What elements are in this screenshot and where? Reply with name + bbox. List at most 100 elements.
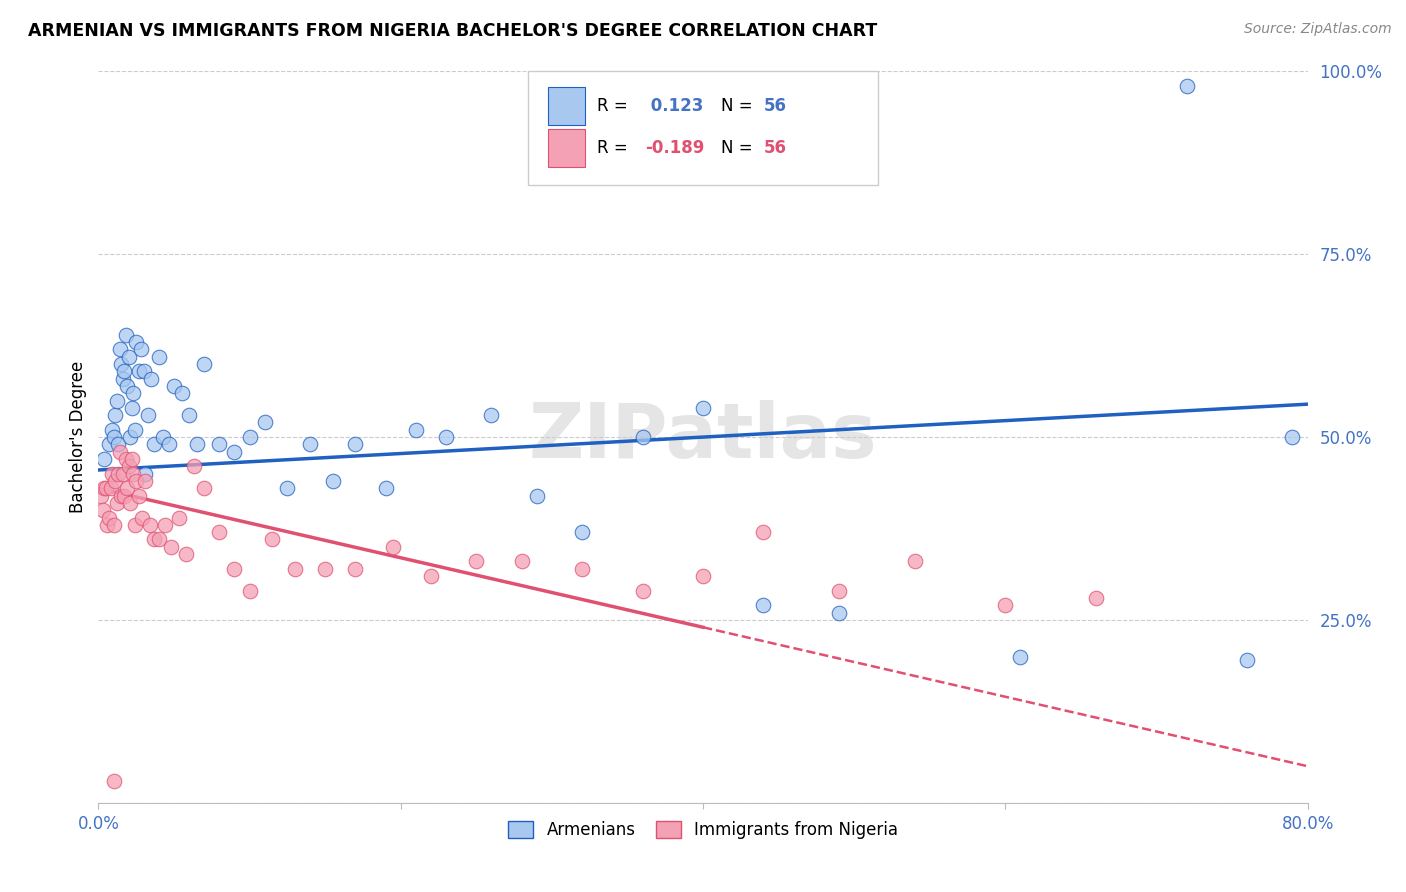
Point <box>174 547 197 561</box>
Point <box>148 533 170 547</box>
Point <box>276 481 298 495</box>
Point <box>125 334 148 349</box>
Point <box>208 525 231 540</box>
Point <box>186 437 208 451</box>
Point <box>828 606 851 620</box>
Point <box>100 481 122 495</box>
Point <box>122 467 145 481</box>
Point <box>170 386 193 401</box>
Point <box>143 533 166 547</box>
Y-axis label: Bachelor's Degree: Bachelor's Degree <box>69 361 87 513</box>
FancyBboxPatch shape <box>548 87 585 125</box>
Point <box>103 773 125 788</box>
Point <box>183 459 205 474</box>
Point <box>91 503 114 517</box>
Point <box>121 452 143 467</box>
Point <box>101 467 124 481</box>
Point <box>118 350 141 364</box>
Text: 56: 56 <box>763 139 786 157</box>
Point <box>101 423 124 437</box>
Point <box>104 474 127 488</box>
Point <box>124 423 146 437</box>
Text: ZIPatlas: ZIPatlas <box>529 401 877 474</box>
Point <box>1085 591 1108 605</box>
Point <box>152 430 174 444</box>
Point <box>107 437 129 451</box>
Text: N =: N = <box>721 139 758 157</box>
Point <box>382 540 405 554</box>
Point <box>314 562 336 576</box>
Point <box>112 364 135 378</box>
Point <box>224 562 246 576</box>
Point <box>98 437 121 451</box>
Point <box>111 371 134 385</box>
Point <box>1175 78 1198 93</box>
Point <box>132 364 155 378</box>
Point <box>526 489 548 503</box>
Point <box>510 554 533 568</box>
Point <box>118 459 141 474</box>
Point <box>98 510 121 524</box>
Point <box>631 583 654 598</box>
Point <box>994 599 1017 613</box>
Text: Source: ZipAtlas.com: Source: ZipAtlas.com <box>1244 22 1392 37</box>
Point <box>141 371 163 385</box>
Point <box>125 474 148 488</box>
Point <box>114 452 136 467</box>
Point <box>104 408 127 422</box>
Point <box>481 408 503 422</box>
Point <box>153 517 176 532</box>
Point <box>239 430 262 444</box>
Point <box>121 401 143 415</box>
Point <box>107 467 129 481</box>
Point <box>128 364 150 378</box>
Text: R =: R = <box>596 139 633 157</box>
Point <box>129 343 152 357</box>
Point <box>179 408 201 422</box>
Point <box>193 481 215 495</box>
Point <box>112 489 135 503</box>
Point <box>93 481 115 495</box>
Point <box>262 533 284 547</box>
Point <box>374 481 396 495</box>
Point <box>96 517 118 532</box>
Point <box>131 510 153 524</box>
Point <box>163 379 186 393</box>
Point <box>159 437 181 451</box>
Point <box>752 525 775 540</box>
Point <box>284 562 307 576</box>
Point <box>167 510 190 524</box>
Point <box>434 430 457 444</box>
Point <box>108 343 131 357</box>
Text: -0.189: -0.189 <box>645 139 704 157</box>
Point <box>139 517 162 532</box>
Text: R =: R = <box>596 96 633 115</box>
Point <box>115 379 138 393</box>
Point <box>105 496 128 510</box>
Point <box>136 408 159 422</box>
Point <box>134 467 156 481</box>
Point <box>208 437 231 451</box>
Point <box>299 437 322 451</box>
Point <box>103 430 125 444</box>
Point <box>904 554 927 568</box>
Point <box>148 350 170 364</box>
Point <box>571 525 593 540</box>
Text: 56: 56 <box>763 96 786 115</box>
Point <box>115 481 138 495</box>
Point <box>224 444 246 458</box>
Point <box>571 562 593 576</box>
Point <box>1010 649 1032 664</box>
Point <box>752 599 775 613</box>
Text: ARMENIAN VS IMMIGRANTS FROM NIGERIA BACHELOR'S DEGREE CORRELATION CHART: ARMENIAN VS IMMIGRANTS FROM NIGERIA BACH… <box>28 22 877 40</box>
Legend: Armenians, Immigrants from Nigeria: Armenians, Immigrants from Nigeria <box>501 813 905 847</box>
Point <box>344 437 367 451</box>
Point <box>143 437 166 451</box>
Text: 0.123: 0.123 <box>645 96 703 115</box>
Point <box>120 496 142 510</box>
Point <box>193 357 215 371</box>
Point <box>103 517 125 532</box>
Point <box>405 423 427 437</box>
Point <box>105 393 128 408</box>
Point <box>692 569 714 583</box>
